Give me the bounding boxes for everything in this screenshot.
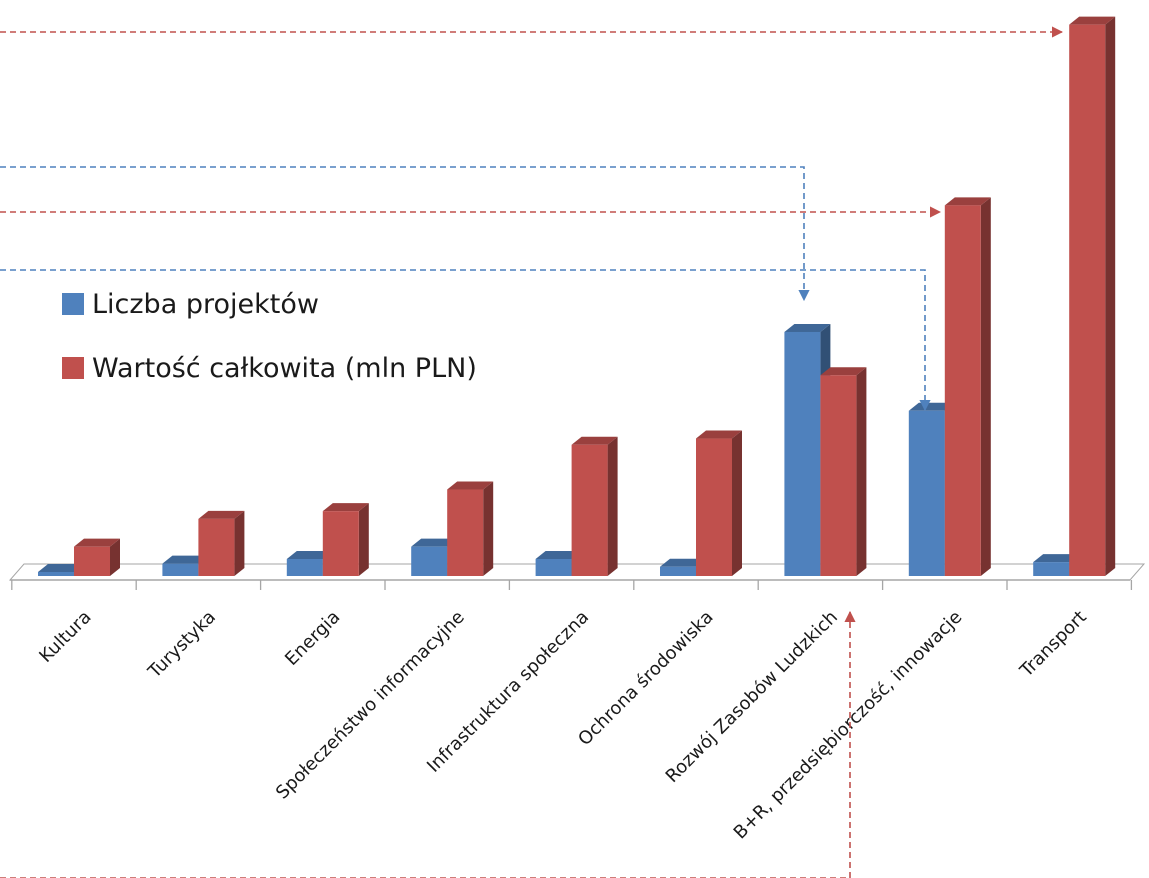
bar-liczba-projektow-front [536,559,572,576]
category-label: Turystyka [144,607,220,683]
bar-wartosc-calkowita [572,437,618,576]
bar-wartosc-calkowita-side [732,431,742,576]
bar-wartosc-calkowita-front [945,205,981,576]
arrow-blue-to-rzl [0,167,804,300]
legend-item-series-2: Wartość całkowita (mln PLN) [62,348,477,388]
legend-swatch-blue [62,293,84,315]
bar-wartosc-calkowita-front [696,439,732,576]
bar-wartosc-calkowita-front [820,375,856,576]
bar-wartosc-calkowita-side [608,437,618,576]
bar-wartosc-calkowita-front [74,547,110,576]
legend-label: Wartość całkowita (mln PLN) [92,353,477,384]
category-label: Kultura [35,607,95,667]
bar-wartosc-calkowita [945,197,991,576]
bar-wartosc-calkowita [447,482,493,576]
bar-wartosc-calkowita-front [323,511,359,576]
bar-wartosc-calkowita-front [572,445,608,576]
legend-item-series-1: Liczba projektów [62,284,477,324]
bar-wartosc-calkowita-side [981,197,991,576]
bar-wartosc-calkowita-front [1069,25,1105,576]
bar-liczba-projektow-front [411,547,447,576]
annotation-arrows [0,32,1062,878]
bar-wartosc-calkowita-front [447,490,483,576]
bar-liczba-projektow-front [38,572,74,576]
category-label: B+R, przedsiębiorczość, innowacje [730,607,967,844]
bar-wartosc-calkowita-side [1105,17,1115,576]
bar-wartosc-calkowita-side [483,482,493,576]
bar-wartosc-calkowita [1069,17,1115,576]
bar-wartosc-calkowita-side [856,367,866,576]
bar-liczba-projektow-front [660,567,696,576]
category-label: Ochrona środowiska [574,607,717,750]
bar-wartosc-calkowita-side [234,511,244,576]
bar-liczba-projektow-front [162,564,198,576]
legend-label: Liczba projektów [92,289,319,320]
bar-wartosc-calkowita [696,431,742,576]
legend-swatch-red [62,357,84,379]
bar-wartosc-calkowita [820,367,866,576]
bar-liczba-projektow-front [1033,562,1069,576]
bar-wartosc-calkowita [323,503,369,576]
bar-liczba-projektow-front [287,559,323,576]
bar-wartosc-calkowita-side [359,503,369,576]
category-label: Energia [281,607,344,670]
category-label: Transport [1015,607,1090,682]
bar-wartosc-calkowita [74,539,120,576]
bar-liczba-projektow-front [784,332,820,576]
bar-wartosc-calkowita-front [198,519,234,576]
bar-liczba-projektow-front [909,411,945,576]
bar-wartosc-calkowita [198,511,244,576]
legend: Liczba projektów Wartość całkowita (mln … [62,284,477,412]
